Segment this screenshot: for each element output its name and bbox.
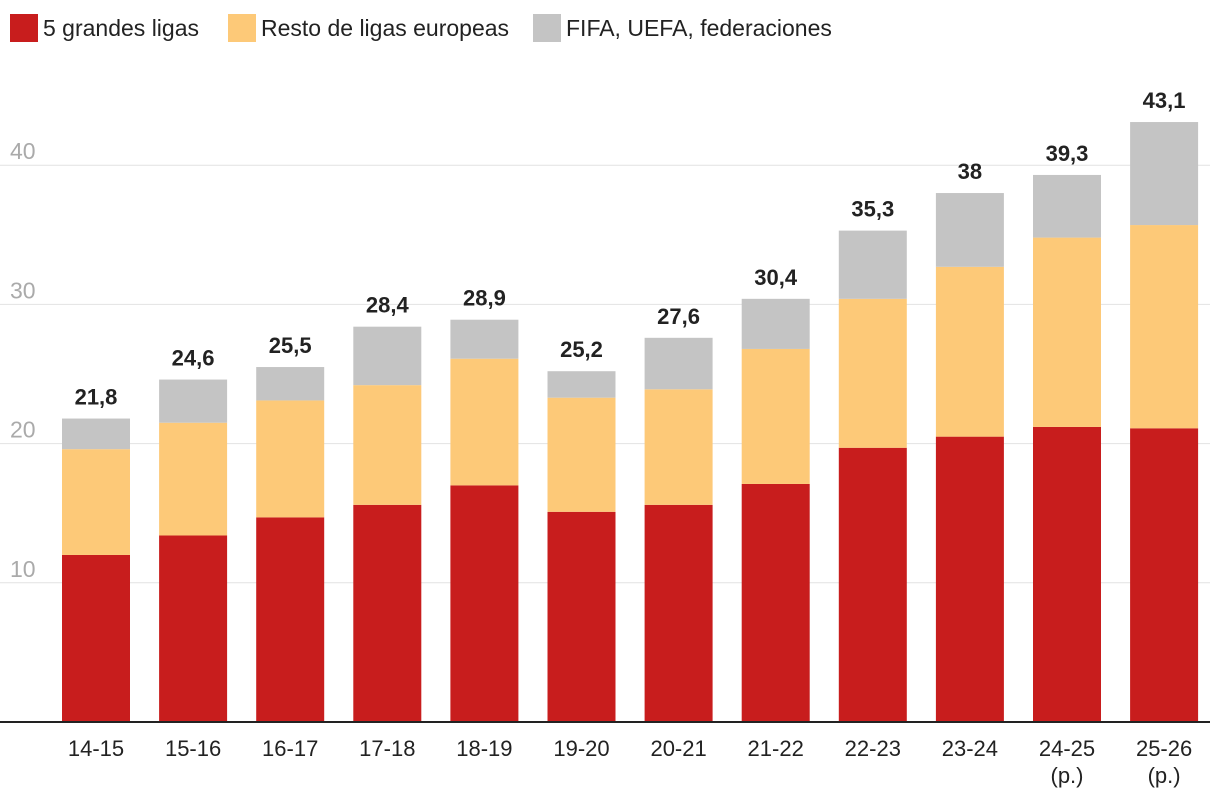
legend-label: 5 grandes ligas [43, 15, 199, 41]
total-label: 24,6 [172, 346, 215, 371]
y-tick-label: 10 [10, 556, 36, 582]
bar-segment-2 [256, 400, 325, 518]
bar-stack [1130, 122, 1199, 722]
x-tick-label: 18-19 [456, 736, 512, 761]
bar-segment-2 [1130, 225, 1199, 429]
x-tick-label: 21-22 [748, 736, 804, 761]
total-label: 28,4 [366, 293, 410, 318]
bar-stack [935, 193, 1004, 722]
total-labels: 21,8 24,6 25,5 28,4 28,9 25,2 27,6 30,4 35,3 38 39… [75, 88, 1186, 409]
bar-segment-3 [935, 193, 1004, 267]
bar-segment-3 [256, 367, 325, 401]
bar-stack [62, 418, 130, 722]
bar-stack [547, 371, 616, 722]
bar-segment-3 [547, 371, 616, 398]
bar-segment-1 [353, 504, 422, 722]
bar-segment-1 [935, 436, 1004, 722]
y-tick-label: 30 [10, 277, 36, 303]
bar-segment-3 [353, 326, 422, 386]
x-tick-label: (p.) [1148, 763, 1181, 788]
x-tick-label: 20-21 [650, 736, 706, 761]
bar-segment-2 [1033, 237, 1101, 427]
bar-segment-2 [547, 397, 616, 512]
bar-stack [450, 319, 519, 722]
bar-segment-1 [741, 483, 810, 722]
bars [62, 122, 1199, 722]
legend: 5 grandes ligas Resto de ligas europeas FI… [10, 14, 832, 42]
bar-segment-2 [159, 422, 228, 536]
x-tick-label: 19-20 [553, 736, 609, 761]
bar-segment-2 [838, 298, 907, 448]
bar-stack [741, 298, 810, 722]
bar-stack [838, 230, 907, 722]
legend-item-1: 5 grandes ligas [10, 14, 199, 42]
x-tick-label: 22-23 [845, 736, 901, 761]
legend-swatch [533, 14, 561, 42]
bar-segment-1 [159, 535, 228, 722]
x-tick-label: (p.) [1051, 763, 1084, 788]
x-tick-label: 14-15 [68, 736, 124, 761]
bar-segment-3 [644, 337, 713, 390]
total-label: 21,8 [75, 385, 118, 410]
bar-segment-3 [62, 418, 130, 450]
legend-label: FIFA, UEFA, federaciones [566, 15, 832, 41]
total-label: 25,2 [560, 337, 603, 362]
legend-swatch [10, 14, 38, 42]
bar-segment-1 [838, 447, 907, 722]
x-tick-label: 17-18 [359, 736, 415, 761]
x-tick-label: 23-24 [942, 736, 998, 761]
legend-item-3: FIFA, UEFA, federaciones [533, 14, 832, 42]
x-axis: 14-15 15-16 16-17 17-18 18-19 19-20 20-21 21-22… [0, 721, 1210, 788]
bar-segment-3 [838, 230, 907, 299]
bar-segment-1 [1033, 426, 1101, 722]
y-tick-label: 20 [10, 417, 36, 443]
bar-segment-3 [450, 319, 519, 359]
bar-segment-1 [644, 504, 713, 722]
total-label: 43,1 [1143, 88, 1186, 113]
total-label: 35,3 [851, 197, 894, 222]
legend-label: Resto de ligas europeas [261, 15, 509, 41]
bar-segment-2 [741, 348, 810, 484]
bar-stack [159, 379, 228, 722]
legend-item-2: Resto de ligas europeas [228, 14, 509, 42]
x-tick-label: 15-16 [165, 736, 221, 761]
bar-segment-2 [450, 358, 519, 486]
x-tick-label: 24-25 [1039, 736, 1095, 761]
bar-stack [1033, 174, 1101, 722]
total-label: 30,4 [754, 265, 798, 290]
bar-segment-1 [256, 517, 325, 722]
bar-segment-3 [1033, 174, 1101, 238]
legend-swatch [228, 14, 256, 42]
bar-segment-2 [935, 266, 1004, 437]
total-label: 27,6 [657, 304, 700, 329]
bar-segment-2 [353, 385, 422, 505]
y-axis: 10 20 30 40 [10, 138, 36, 582]
total-label: 39,3 [1046, 141, 1089, 166]
bar-segment-1 [1130, 428, 1199, 722]
total-label: 28,9 [463, 286, 506, 311]
y-tick-label: 40 [10, 138, 36, 164]
bar-segment-3 [741, 298, 810, 349]
bar-segment-1 [450, 485, 519, 722]
bar-stack [256, 367, 325, 722]
bar-stack [644, 337, 713, 722]
x-tick-label: 25-26 [1136, 736, 1192, 761]
x-tick-label: 16-17 [262, 736, 318, 761]
bar-segment-3 [1130, 122, 1199, 226]
total-label: 38 [958, 159, 982, 184]
bar-segment-3 [159, 379, 228, 423]
bar-segment-1 [547, 511, 616, 722]
bar-stack [353, 326, 422, 722]
bar-segment-1 [62, 554, 130, 722]
bar-segment-2 [62, 449, 130, 555]
bar-segment-2 [644, 389, 713, 505]
total-label: 25,5 [269, 333, 312, 358]
